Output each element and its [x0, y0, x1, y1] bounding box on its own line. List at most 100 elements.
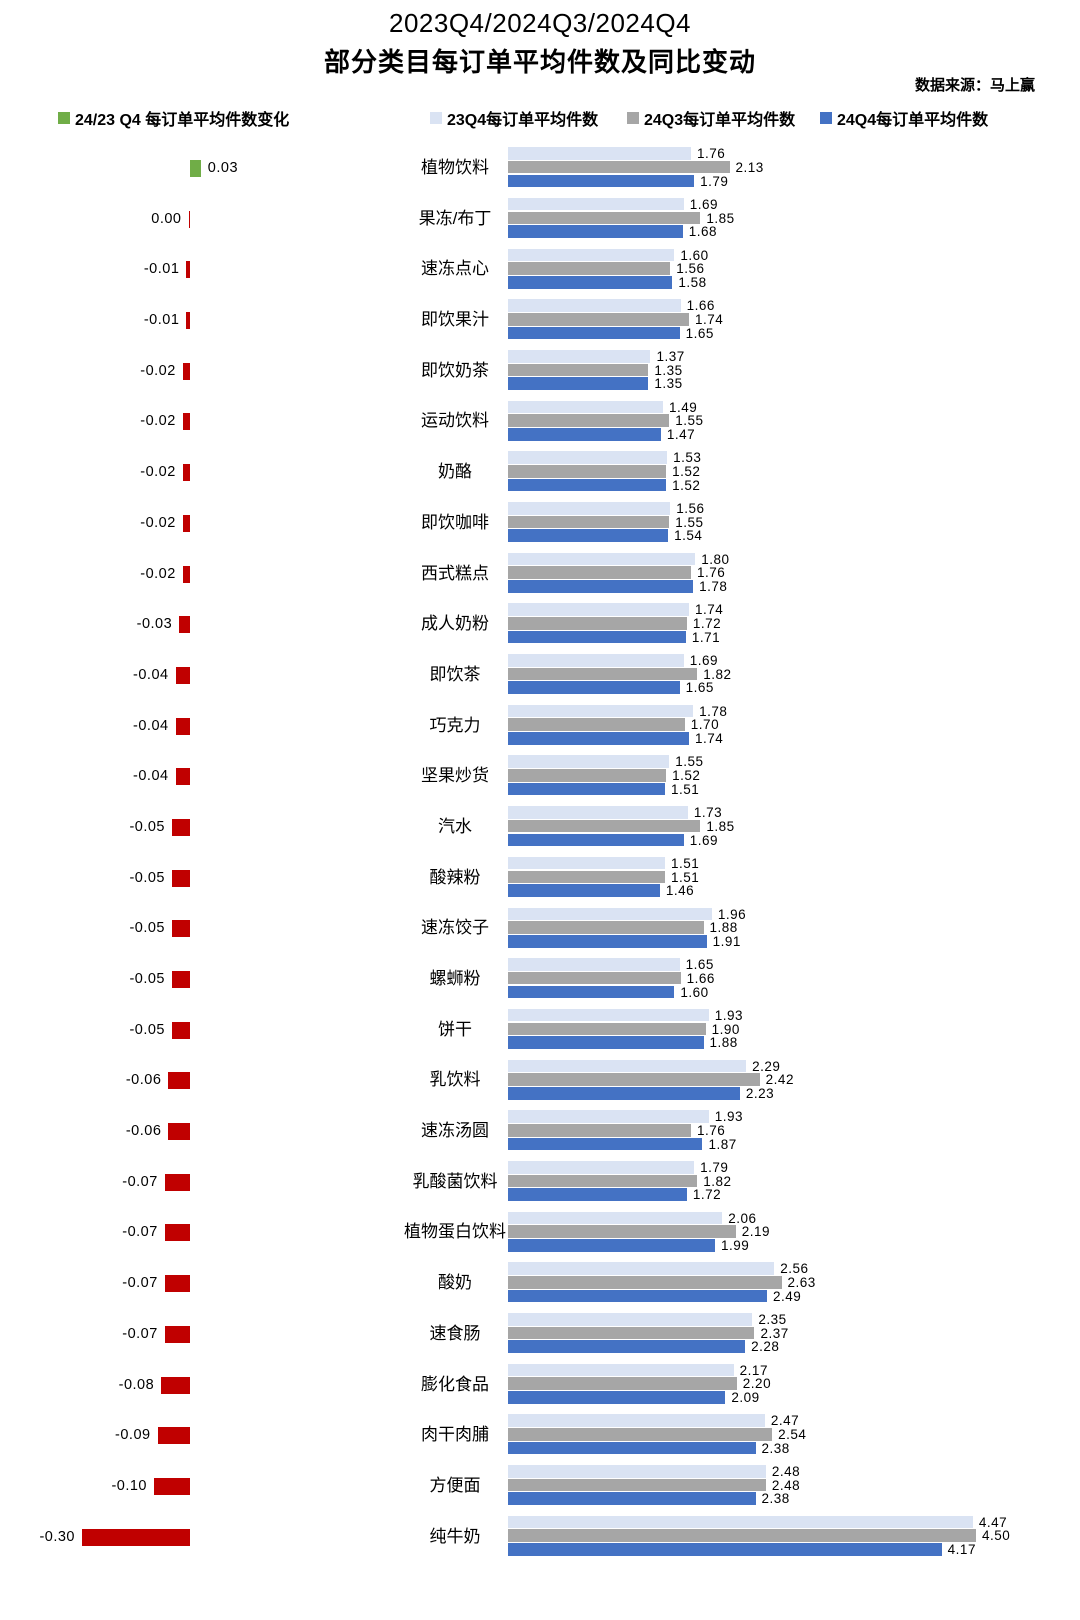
bar-24q3	[508, 515, 670, 529]
bar-value-label: 1.87	[708, 1136, 737, 1152]
category-row: -0.10 方便面 2.48 2.48 2.38	[0, 1461, 1080, 1512]
bar-24q3	[508, 769, 667, 782]
bar-23q4	[508, 1414, 765, 1427]
bar-value-label: 1.72	[692, 616, 722, 632]
bar-value-label: 2.42	[765, 1072, 794, 1088]
bar-value-label: 2.48	[771, 1477, 801, 1493]
bar-value-label: 1.78	[699, 703, 728, 719]
bar-value-label: 2.49	[772, 1288, 802, 1304]
bar-value-label: 1.73	[693, 805, 723, 821]
category-label: 西式糕点	[421, 563, 489, 583]
bar-value-label: 4.47	[978, 1514, 1008, 1530]
bar-23q4	[508, 197, 684, 211]
category-row: -0.02 即饮咖啡 1.56 1.55 1.54	[0, 498, 1080, 549]
bar-23q4	[508, 147, 692, 160]
bar-23q4	[508, 1363, 734, 1377]
category-label: 即饮茶	[429, 664, 481, 684]
bar-23q4	[508, 704, 694, 718]
change-value-label: -0.07	[122, 1173, 158, 1190]
bar-value-label: 1.88	[709, 1035, 738, 1051]
bar-value-label: 2.28	[751, 1339, 780, 1355]
bar-value-label: 1.99	[720, 1238, 750, 1254]
change-bar	[182, 565, 190, 583]
bar-value-label: 1.71	[691, 629, 721, 645]
bar-24q3	[508, 617, 687, 630]
bar-24q3	[508, 971, 681, 985]
bar-23q4	[508, 1110, 709, 1123]
bar-24q3	[508, 667, 698, 681]
bar-value-label: 2.38	[761, 1491, 790, 1507]
change-value-label: -0.05	[129, 971, 165, 987]
bar-value-label: 2.23	[745, 1085, 775, 1101]
bar-23q4	[508, 755, 670, 769]
data-source-note: 数据来源：马上赢	[914, 77, 1035, 94]
bar-24q3	[508, 870, 666, 884]
bar-value-label: 1.93	[714, 1109, 743, 1125]
bar-value-label: 1.51	[671, 781, 700, 797]
bar-value-label: 1.82	[703, 1173, 732, 1189]
bar-value-label: 1.65	[685, 680, 714, 696]
legend-item: 24Q4每订单平均件数	[820, 106, 988, 130]
bar-value-label: 1.69	[689, 196, 719, 212]
bar-value-label: 2.19	[741, 1224, 771, 1240]
bar-24q3	[508, 1326, 755, 1340]
bar-value-label: 1.52	[672, 768, 701, 784]
change-bar	[161, 1376, 190, 1394]
legend: 24/23 Q4 每订单平均件数变化 23Q4每订单平均件数 24Q3每订单平均件数…	[0, 106, 1080, 130]
category-label: 饼干	[438, 1019, 472, 1039]
bar-value-label: 2.09	[731, 1390, 760, 1406]
change-value-label: -0.30	[39, 1528, 75, 1545]
bar-24q4	[508, 1239, 715, 1252]
category-row: -0.04 即饮茶 1.69 1.82 1.65	[0, 650, 1080, 701]
bar-23q4	[508, 451, 668, 464]
category-row: -0.04 巧克力 1.78 1.70 1.74	[0, 701, 1080, 752]
bar-24q3	[508, 1022, 706, 1036]
bar-value-label: 1.65	[685, 957, 714, 973]
bar-23q4	[508, 248, 675, 262]
bar-value-label: 1.51	[671, 869, 700, 885]
bar-value-label: 2.48	[771, 1464, 801, 1480]
change-value-label: -0.01	[143, 261, 180, 278]
change-bar	[182, 362, 190, 380]
bar-value-label: 1.96	[717, 906, 747, 922]
category-row: -0.06 速冻汤圆 1.93 1.76 1.87	[0, 1106, 1080, 1157]
bar-value-label: 1.70	[690, 717, 720, 733]
change-value-label: -0.02	[140, 362, 176, 379]
bar-23q4	[508, 654, 684, 667]
change-value-label: 0.03	[207, 160, 239, 176]
bar-value-label: 1.66	[686, 298, 715, 314]
bar-23q4	[508, 1262, 775, 1275]
category-label: 纯牛奶	[429, 1526, 481, 1546]
bar-24q4	[508, 275, 673, 289]
legend-label: 24Q4每订单平均件数	[837, 112, 989, 129]
change-bar	[190, 160, 201, 177]
bar-value-label: 4.50	[982, 1528, 1011, 1544]
bar-value-label: 2.20	[742, 1376, 772, 1392]
change-bar	[172, 1021, 190, 1039]
change-value-label: -0.02	[140, 464, 176, 481]
legend-swatch-icon	[627, 112, 639, 124]
bar-24q3	[508, 718, 685, 732]
bar-23q4	[508, 299, 681, 312]
category-row: -0.09 肉干肉脯 2.47 2.54 2.38	[0, 1410, 1080, 1461]
category-label: 奶酪	[438, 462, 472, 482]
bar-24q3	[508, 1478, 766, 1492]
legend-swatch-icon	[58, 112, 70, 124]
change-bar	[172, 818, 190, 836]
category-label: 成人奶粉	[421, 614, 489, 634]
bar-24q3	[508, 414, 670, 427]
change-bar	[175, 768, 190, 786]
bar-24q3	[508, 1073, 760, 1086]
category-row: -0.03 成人奶粉 1.74 1.72 1.71	[0, 599, 1080, 650]
bar-23q4	[508, 1059, 747, 1073]
bar-value-label: 2.47	[770, 1413, 800, 1429]
bar-value-label: 1.55	[675, 413, 704, 429]
bar-value-label: 1.76	[697, 1122, 726, 1138]
change-value-label: -0.01	[143, 312, 180, 329]
change-bar	[182, 464, 190, 482]
category-label: 速冻汤圆	[421, 1121, 489, 1141]
legend-swatch-icon	[820, 112, 832, 124]
category-label: 速冻饺子	[421, 918, 489, 938]
bar-24q3	[508, 1174, 698, 1188]
bar-value-label: 1.60	[680, 984, 709, 1000]
